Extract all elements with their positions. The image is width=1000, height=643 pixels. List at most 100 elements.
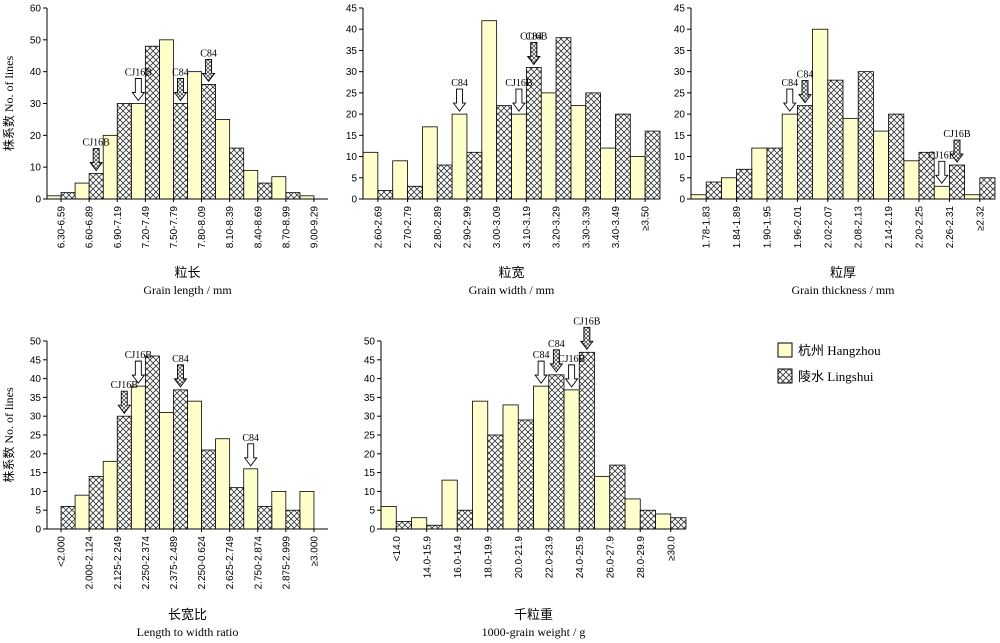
x-tick-label: <2.000	[57, 536, 68, 567]
y-tick-label: 50	[364, 337, 376, 348]
x-axis-label: Grain length / mm	[143, 283, 232, 297]
bar-lingshui	[426, 524, 443, 530]
annotation-label: C84	[200, 48, 217, 59]
annotation-arrow	[173, 364, 188, 388]
bar-lingshui	[827, 79, 844, 200]
bar-hangzhou	[570, 105, 587, 200]
bar-lingshui	[548, 374, 565, 530]
y-tick-label: 20	[30, 449, 42, 460]
y-tick-label: 25	[346, 88, 358, 99]
x-tick-label: 18.0-19.9	[483, 536, 494, 579]
y-tick-label: 35	[674, 46, 686, 57]
bar-lingshui	[487, 434, 504, 530]
y-axis-label: 株系数 No. of lines	[1, 56, 16, 152]
annotation-arrow	[534, 360, 549, 384]
x-tick-label: <14.0	[392, 536, 403, 562]
y-tick-label: 30	[346, 67, 358, 78]
bar-hangzhou	[472, 400, 489, 530]
x-tick-label: 26.0-27.9	[605, 536, 616, 579]
x-tick-label: 2.875-2.999	[281, 536, 292, 590]
annotation-arrow	[526, 41, 541, 66]
y-tick-label: 45	[30, 355, 42, 366]
annotation-label: CJ16B	[111, 380, 139, 391]
y-tick-label: 10	[364, 487, 376, 498]
x-axis-label: Grain thickness / mm	[792, 283, 896, 297]
bar-lingshui	[116, 415, 132, 530]
bar-hangzhou	[215, 119, 231, 200]
bar-lingshui	[705, 181, 722, 200]
x-tick-label: 2.08-2.13	[854, 206, 865, 249]
bar-lingshui	[229, 147, 245, 200]
annotation-arrow	[798, 80, 812, 104]
x-tick-label: 1.90-1.95	[763, 206, 774, 249]
y-tick-label: 50	[30, 35, 42, 46]
x-tick-label: 6.90-7.19	[113, 206, 124, 249]
annotation-arrow	[452, 88, 467, 112]
bar-lingshui	[201, 84, 217, 200]
x-tick-label: 28.0-29.9	[636, 536, 647, 579]
annotation-label: C84	[172, 68, 189, 79]
bar-lingshui	[496, 105, 512, 200]
annotation-label: C84	[525, 31, 542, 42]
bar-hangzhou	[130, 385, 146, 530]
bar-hangzhou	[130, 103, 146, 200]
bar-hangzhou	[655, 513, 672, 530]
y-tick-label: 30	[674, 67, 686, 78]
bar-hangzhou	[158, 39, 174, 200]
y-tick-label: 0	[679, 195, 685, 206]
x-tick-label: 2.000-2.124	[85, 536, 96, 590]
x-axis-label-cn: 粒宽	[498, 265, 524, 281]
y-tick-label: 0	[35, 525, 41, 536]
bar-hangzhou	[502, 404, 519, 530]
y-tick-label: 20	[346, 110, 358, 121]
x-tick-label: ≥3.000	[309, 536, 320, 567]
annotation-label: CJ16B	[928, 150, 956, 161]
x-tick-label: 2.625-2.749	[225, 536, 236, 590]
bar-hangzhou	[187, 400, 202, 530]
x-axis-label-cn: 粒厚	[830, 266, 856, 281]
bar-lingshui	[173, 389, 188, 530]
bar-hangzhou	[158, 412, 174, 530]
y-tick-label: 45	[674, 4, 686, 15]
bar-lingshui	[229, 487, 245, 530]
annotation-arrow	[512, 88, 526, 112]
bar-hangzhou	[481, 20, 498, 200]
y-tick-label: 0	[369, 525, 375, 536]
y-tick-label: 0	[351, 195, 357, 206]
annotation-arrow	[173, 78, 188, 102]
bar-hangzhou	[451, 113, 468, 200]
annotation-arrow	[243, 443, 258, 467]
bar-hangzhou	[215, 438, 231, 530]
bar-lingshui	[60, 192, 76, 200]
x-tick-label: 2.60-2.69	[373, 206, 384, 249]
x-tick-label: 2.125-2.249	[113, 536, 124, 590]
bar-hangzhou	[563, 389, 580, 530]
y-tick-label: 5	[679, 173, 685, 184]
y-tick-label: 45	[346, 4, 358, 15]
annotation-label: CJ16B	[573, 316, 601, 327]
y-tick-label: 60	[30, 4, 42, 15]
bar-lingshui	[609, 464, 626, 530]
legend: 杭州 Hangzhou 陵水 Lingshui	[777, 342, 881, 384]
annotation-arrow	[950, 139, 964, 163]
x-tick-label: 2.70-2.79	[403, 206, 414, 249]
bar-lingshui	[949, 164, 966, 200]
x-axis-label-cn: 千粒重	[514, 607, 553, 623]
x-tick-label: 1.84-1.89	[732, 206, 743, 249]
x-tick-label: 2.90-2.99	[462, 206, 473, 249]
bar-hangzhou	[751, 147, 768, 200]
x-axis-label: 1000-grain weight / g	[482, 625, 586, 639]
chart-panel-2: 0 5 10 15 20 25 30 35 40 45 2.60-2.69 2.70-2.79 2.80…	[346, 4, 661, 297]
x-tick-label: 3.10-3.19	[522, 206, 533, 249]
x-tick-label: 22.0-23.9	[544, 536, 555, 579]
y-tick-label: 20	[674, 110, 686, 121]
annotation-arrow	[117, 390, 132, 414]
bar-hangzhou	[74, 494, 90, 530]
x-tick-label: 3.00-3.09	[492, 206, 503, 249]
bar-lingshui	[797, 105, 814, 200]
annotation-label: C84	[242, 433, 259, 444]
bar-hangzhou	[243, 169, 259, 200]
y-tick-label: 5	[35, 506, 41, 517]
bar-hangzhou	[187, 71, 202, 200]
legend-swatch-hangzhou	[777, 342, 793, 358]
